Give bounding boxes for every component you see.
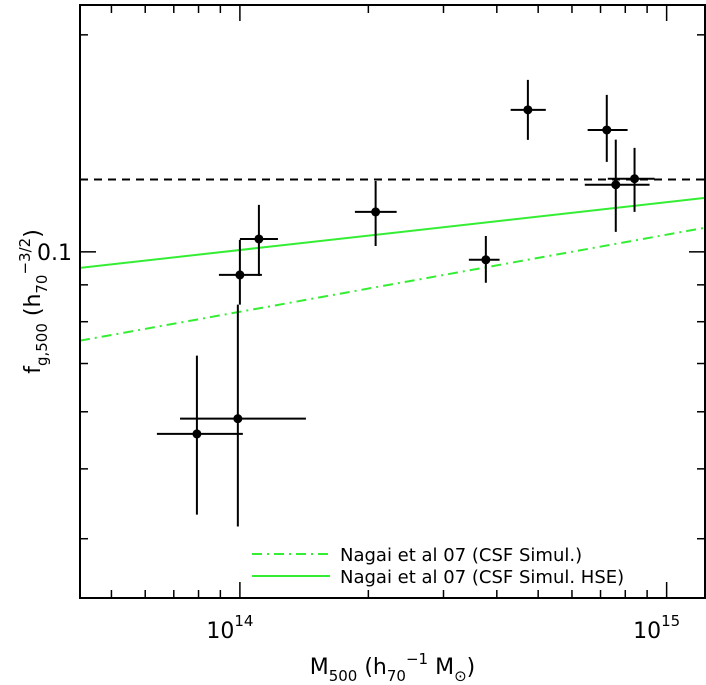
x-tick-base: 10 xyxy=(633,619,661,644)
x-tick-base: 10 xyxy=(206,619,234,644)
model-line xyxy=(80,226,705,342)
data-point xyxy=(611,180,621,190)
data-point xyxy=(630,174,640,184)
data-point xyxy=(254,234,264,244)
x-axis-label-part: 70 xyxy=(387,667,406,685)
x-axis-label-part: 500 xyxy=(329,667,358,685)
y-axis-label-part: f xyxy=(21,365,46,374)
y-axis-label-part: ) xyxy=(21,229,46,238)
x-tick-label: 1015 xyxy=(633,612,680,644)
x-axis-label-part: −1 xyxy=(406,650,428,668)
data-point xyxy=(371,207,381,217)
legend-label: Nagai et al 07 (CSF Simul.) xyxy=(340,545,582,566)
x-axis-label-part: ) xyxy=(467,655,476,680)
x-tick-exponent: 15 xyxy=(661,612,680,630)
y-axis-label-part: g,500 xyxy=(33,323,51,366)
x-axis-label-part: M xyxy=(310,655,329,680)
x-axis-label-part: (h xyxy=(357,655,387,680)
y-axis-label-part: 70 xyxy=(33,275,51,294)
x-axis-label-part: ⊙ xyxy=(454,667,467,685)
x-axis-label-part: M xyxy=(428,655,454,680)
data-point xyxy=(233,414,243,424)
x-tick-exponent: 14 xyxy=(234,612,253,630)
plot-frame xyxy=(79,4,706,599)
legend-label: Nagai et al 07 (CSF Simul. HSE) xyxy=(340,567,624,588)
data-point xyxy=(481,255,491,265)
data-point xyxy=(602,125,612,135)
y-axis-label-part: (h xyxy=(21,294,46,324)
data-point xyxy=(523,105,533,115)
data-point xyxy=(192,429,202,439)
y-tick-label: 0.1 xyxy=(37,241,72,266)
data-point xyxy=(235,270,245,280)
y-axis-label: fg,500 (h70−3/2) xyxy=(16,229,51,374)
model-line xyxy=(80,196,705,269)
x-axis-label: M500 (h70−1 M⊙) xyxy=(310,650,476,685)
x-tick-label: 1014 xyxy=(206,612,253,644)
y-axis-label-part: −3/2 xyxy=(16,238,34,275)
